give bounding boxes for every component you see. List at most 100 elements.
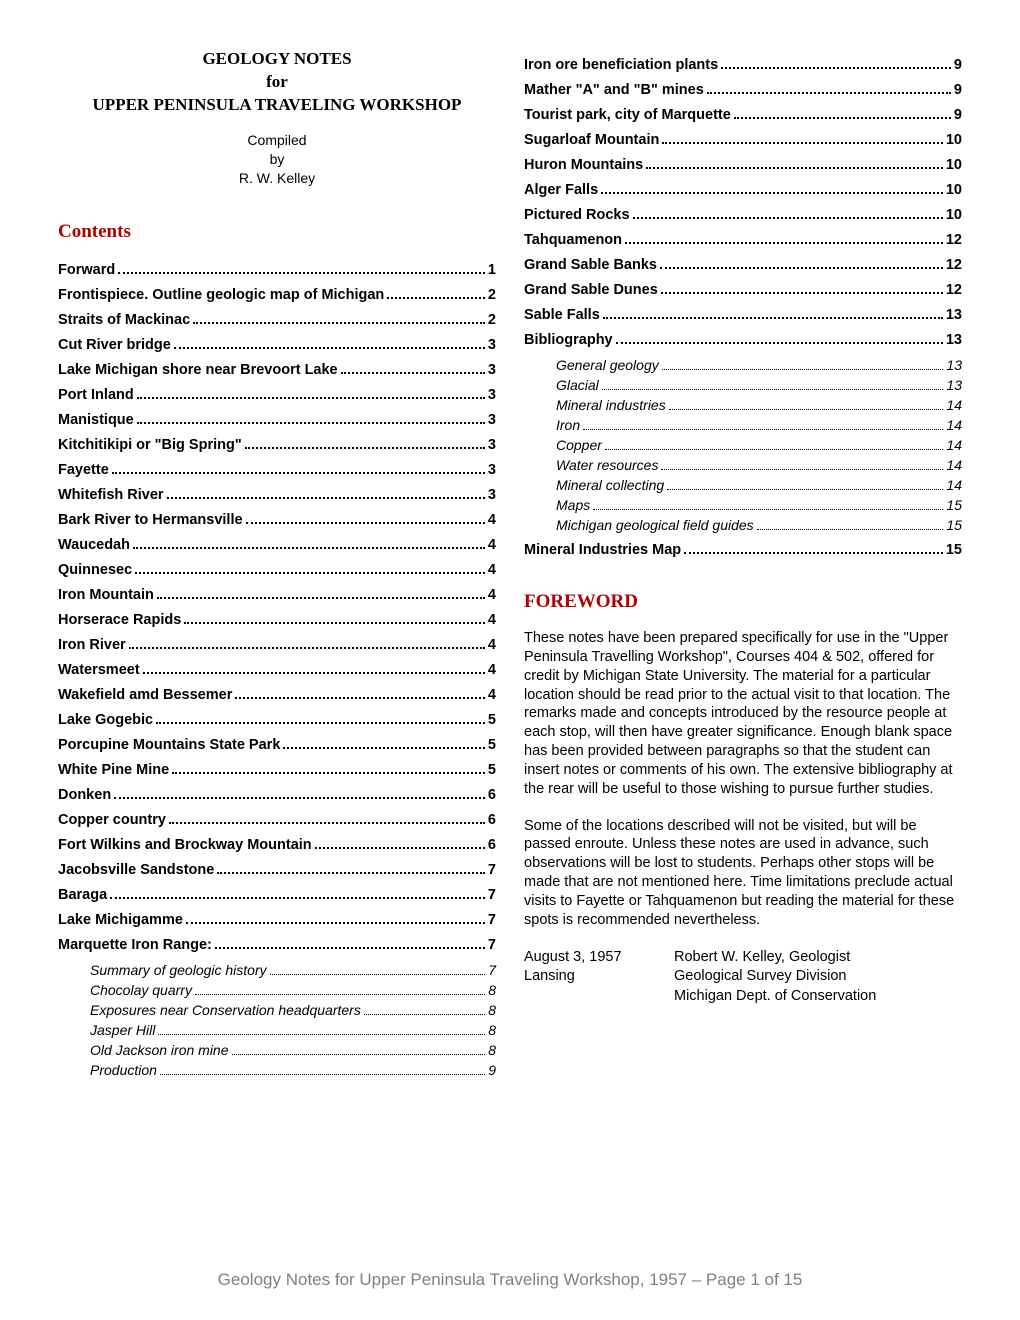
- toc-label: Pictured Rocks: [524, 207, 630, 223]
- toc-entry: Glacial13: [524, 377, 962, 393]
- toc-label: Mineral collecting: [556, 477, 664, 493]
- toc-page-number: 5: [488, 737, 496, 753]
- toc-entry: Michigan geological field guides15: [524, 517, 962, 533]
- toc-label: Fayette: [58, 462, 109, 478]
- toc-leader-dots: [193, 322, 485, 324]
- toc-label: Glacial: [556, 377, 599, 393]
- toc-entry: Fayette 3: [58, 462, 496, 478]
- toc-leader-dots: [603, 317, 943, 319]
- toc-label: Lake Michigamme: [58, 912, 183, 928]
- toc-page-number: 4: [488, 687, 496, 703]
- toc-page-number: 3: [488, 487, 496, 503]
- toc-leader-dots: [172, 772, 485, 774]
- toc-entry: Mineral industries14: [524, 397, 962, 413]
- toc-leader-dots: [283, 747, 485, 749]
- columns-container: GEOLOGY NOTES for UPPER PENINSULA TRAVEL…: [58, 48, 962, 1228]
- toc-label: Watersmeet: [58, 662, 140, 678]
- toc-label: Production: [90, 1062, 157, 1078]
- toc-label: Manistique: [58, 412, 134, 428]
- toc-label: Iron: [556, 417, 580, 433]
- toc-page-number: 14: [946, 437, 962, 453]
- signature-place: Lansing: [524, 967, 674, 987]
- toc-leader-dots: [246, 522, 485, 524]
- toc-label: Cut River bridge: [58, 337, 171, 353]
- page-footer: Geology Notes for Upper Peninsula Travel…: [0, 1270, 1020, 1290]
- toc-page-number: 6: [488, 812, 496, 828]
- toc-leader-dots: [662, 142, 943, 144]
- toc-page-number: 5: [488, 712, 496, 728]
- foreword-paragraph-1: These notes have been prepared specifica…: [524, 629, 962, 799]
- toc-page-number: 10: [946, 132, 962, 148]
- toc-label: Mather "A" and "B" mines: [524, 82, 704, 98]
- toc-label: Baraga: [58, 887, 107, 903]
- toc-label: Sugarloaf Mountain: [524, 132, 659, 148]
- toc-entry: Lake Gogebic 5: [58, 712, 496, 728]
- toc-leader-dots: [662, 369, 944, 370]
- toc-page-number: 14: [946, 477, 962, 493]
- toc-leader-dots: [156, 722, 485, 724]
- toc-entry: Sugarloaf Mountain 10: [524, 132, 962, 148]
- toc-entry: Iron ore beneficiation plants9: [524, 57, 962, 73]
- toc-entry: Exposures near Conservation headquarters…: [58, 1002, 496, 1018]
- toc-page-number: 12: [946, 257, 962, 273]
- toc-label: Lake Gogebic: [58, 712, 153, 728]
- toc-page-number: 4: [488, 612, 496, 628]
- toc-entry: Whitefish River3: [58, 487, 496, 503]
- toc-leader-dots: [195, 994, 485, 995]
- toc-leader-dots: [169, 822, 485, 824]
- toc-label: Iron Mountain: [58, 587, 154, 603]
- signature-division: Geological Survey Division: [674, 967, 962, 987]
- toc-page-number: 7: [488, 887, 496, 903]
- toc-label: Forward: [58, 262, 115, 278]
- toc-label: Tahquamenon: [524, 232, 622, 248]
- toc-leader-dots: [669, 409, 944, 410]
- toc-entry: Grand Sable Banks12: [524, 257, 962, 273]
- toc-page-number: 8: [488, 1022, 496, 1038]
- toc-leader-dots: [129, 647, 485, 649]
- toc-page-number: 9: [488, 1062, 496, 1078]
- toc-entry: Iron River 4: [58, 637, 496, 653]
- toc-entry: Mineral Industries Map15: [524, 542, 962, 558]
- toc-leader-dots: [157, 597, 485, 599]
- toc-page-number: 10: [946, 157, 962, 173]
- toc-label: Marquette Iron Range:: [58, 937, 212, 953]
- toc-entry: Manistique3: [58, 412, 496, 428]
- toc-label: Kitchitikipi or "Big Spring": [58, 437, 242, 453]
- toc-page-number: 12: [946, 232, 962, 248]
- toc-label: Water resources: [556, 457, 658, 473]
- toc-label: White Pine Mine: [58, 762, 169, 778]
- toc-label: Sable Falls: [524, 307, 600, 323]
- toc-entry: Jacobsville Sandstone7: [58, 862, 496, 878]
- contents-heading: Contents: [58, 221, 496, 243]
- toc-leader-dots: [625, 242, 943, 244]
- toc-page-number: 7: [488, 962, 496, 978]
- toc-entry: Summary of geologic history7: [58, 962, 496, 978]
- toc-entry: Baraga 7: [58, 887, 496, 903]
- toc-page-number: 3: [488, 462, 496, 478]
- toc-entry: Bark River to Hermansville4: [58, 512, 496, 528]
- toc-page-number: 10: [946, 207, 962, 223]
- toc-leader-dots: [364, 1014, 485, 1015]
- toc-entry: Pictured Rocks 10: [524, 207, 962, 223]
- toc-entry: Sable Falls13: [524, 307, 962, 323]
- toc-page-number: 8: [488, 982, 496, 998]
- toc-entry: Copper14: [524, 437, 962, 453]
- toc-entry: Forward1: [58, 262, 496, 278]
- toc-page-number: 4: [488, 637, 496, 653]
- toc-label: Bibliography: [524, 332, 613, 348]
- toc-entry: Jasper Hill8: [58, 1022, 496, 1038]
- toc-leader-dots: [158, 1034, 485, 1035]
- toc-leader-dots: [602, 389, 944, 390]
- toc-label: Port Inland: [58, 387, 134, 403]
- toc-label: Iron River: [58, 637, 126, 653]
- compiled-l1: Compiled: [58, 131, 496, 150]
- toc-label: Wakefield amd Bessemer: [58, 687, 232, 703]
- toc-entry: Tahquamenon 12: [524, 232, 962, 248]
- toc-page-number: 15: [946, 542, 962, 558]
- toc-page-number: 4: [488, 562, 496, 578]
- toc-page-number: 14: [946, 457, 962, 473]
- toc-entry: Huron Mountains10: [524, 157, 962, 173]
- toc-leader-dots: [721, 67, 951, 69]
- toc-entry: Mineral collecting 14: [524, 477, 962, 493]
- toc-leader-dots: [184, 622, 485, 624]
